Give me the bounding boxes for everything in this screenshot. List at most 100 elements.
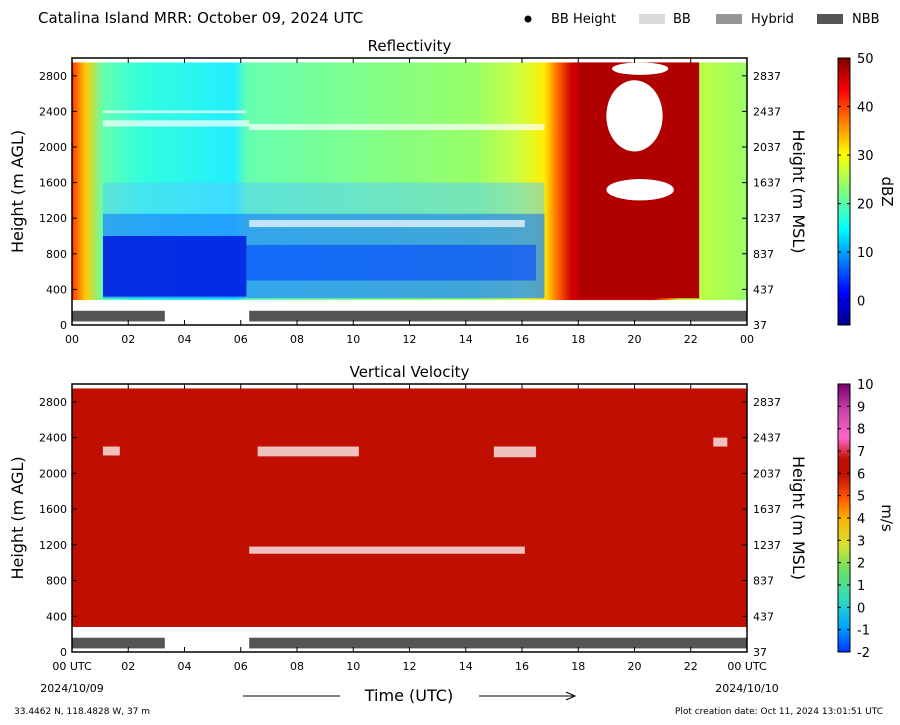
y-tick-label-left: 2400 xyxy=(39,432,67,445)
y-tick-label-left: 2800 xyxy=(39,396,67,409)
y-tick-label-right: 837 xyxy=(753,575,774,588)
missing-data-band xyxy=(257,446,359,457)
x-tick-label: 12 xyxy=(403,660,417,673)
x-tick-label: 22 xyxy=(684,333,698,346)
colorbar-title: dBZ xyxy=(878,176,896,206)
y-tick-label-right: 2437 xyxy=(753,432,781,445)
y-tick-label-right: 37 xyxy=(753,646,767,659)
y-tick-label-left: 2000 xyxy=(39,467,67,480)
vertical-velocity-panel: Vertical Velocity 0 37 400 437 800 837 1200 1237… xyxy=(8,363,896,673)
rain-type-legend: BB Height BB Hybrid NBB xyxy=(524,12,880,27)
legend-label: Hybrid xyxy=(751,12,794,27)
panel-title: Vertical Velocity xyxy=(350,363,470,381)
x-tick-label: 14 xyxy=(459,333,473,346)
x-tick-label: 02 xyxy=(121,333,135,346)
colorbar-tick-label: 6 xyxy=(857,467,865,482)
colorbar-tick-label: 8 xyxy=(857,423,865,438)
station-location: 33.4462 N, 118.4828 W, 37 m xyxy=(14,707,150,717)
colorbar-tick-label: 40 xyxy=(857,101,874,116)
y-tick-label-left: 400 xyxy=(46,283,67,296)
x-tick-label: 08 xyxy=(290,660,304,673)
nbb-rain-type-bar xyxy=(72,310,165,322)
legend-label: BB xyxy=(673,12,691,27)
x-tick-label: 18 xyxy=(571,333,585,346)
y-tick-label-right: 2837 xyxy=(753,70,781,83)
y-tick-label-left: 1600 xyxy=(39,503,67,516)
x-tick-label: 00 UTC xyxy=(52,660,92,673)
nbb-rain-type-bar xyxy=(249,637,747,649)
y-axis-title-right: Height (m MSL) xyxy=(789,456,808,580)
data-field xyxy=(72,388,747,627)
figure-title: Catalina Island MRR: October 09, 2024 UT… xyxy=(38,9,363,27)
legend-swatch xyxy=(716,14,742,24)
low-reflectivity-layer xyxy=(102,182,545,299)
y-tick-label-left: 2800 xyxy=(39,70,67,83)
y-tick-label-left: 1600 xyxy=(39,177,67,190)
colorbar: -2 -1 0 1 2 3 4 5 6 7 8 9 10 m/s xyxy=(837,378,896,661)
x-tick-label: 08 xyxy=(290,333,304,346)
x-tick-label: 10 xyxy=(346,333,360,346)
y-tick-label-right: 2037 xyxy=(753,141,781,154)
x-tick-label: 16 xyxy=(515,333,529,346)
y-tick-label-left: 1200 xyxy=(39,212,67,225)
colorbar-tick-label: 5 xyxy=(857,490,865,505)
legend-label: BB Height xyxy=(551,12,616,27)
y-tick-label-right: 437 xyxy=(753,283,774,296)
y-tick-label-left: 2400 xyxy=(39,105,67,118)
x-tick-label: 06 xyxy=(234,333,248,346)
nbb-rain-type-bar xyxy=(72,637,165,649)
colorbar-tick-label: -2 xyxy=(857,646,870,661)
x-tick-label: 02 xyxy=(121,660,135,673)
legend-item-bb-height: BB Height xyxy=(524,12,616,27)
colorbar-tick-label: 30 xyxy=(857,149,874,164)
colorbar-tick-label: 0 xyxy=(857,295,865,310)
legend-dot-icon xyxy=(524,15,532,23)
y-axis-title-left: Height (m AGL) xyxy=(8,456,27,579)
colorbar-tick-label: 10 xyxy=(857,378,874,393)
nbb-rain-type-bar xyxy=(249,310,747,322)
missing-data-band xyxy=(249,546,525,554)
plot-creation-date: Plot creation date: Oct 11, 2024 13:01:5… xyxy=(675,707,883,717)
y-tick-label-right: 37 xyxy=(753,319,767,332)
colorbar-tick-label: 2 xyxy=(857,557,865,572)
legend-item-hybrid: Hybrid xyxy=(716,12,794,27)
missing-data-band xyxy=(713,437,728,447)
x-tick-label: 00 xyxy=(740,333,754,346)
y-tick-label-right: 837 xyxy=(753,248,774,261)
y-tick-label-right: 1237 xyxy=(753,539,781,552)
legend-swatch xyxy=(639,14,665,24)
legend-item-bb: BB xyxy=(639,12,691,27)
y-tick-label-right: 1637 xyxy=(753,177,781,190)
y-tick-label-left: 800 xyxy=(46,248,67,261)
y-tick-label-right: 437 xyxy=(753,610,774,623)
y-tick-label-left: 1200 xyxy=(39,539,67,552)
legend-swatch xyxy=(817,14,843,24)
x-tick-label: 00 xyxy=(65,333,79,346)
colorbar-tick-label: 20 xyxy=(857,198,874,213)
legend-item-nbb: NBB xyxy=(817,12,880,27)
colorbar-tick-label: 4 xyxy=(857,512,865,527)
missing-data-band xyxy=(102,110,247,114)
y-tick-label-left: 400 xyxy=(46,610,67,623)
y-tick-label-right: 2437 xyxy=(753,105,781,118)
colorbar-tick-label: -1 xyxy=(857,624,870,639)
time-arrow-head xyxy=(565,691,577,701)
x-tick-label: 20 xyxy=(628,333,642,346)
y-axis-title-left: Height (m AGL) xyxy=(8,130,27,253)
colorbar-tick-label: 3 xyxy=(857,534,865,549)
x-tick-label: 04 xyxy=(178,333,192,346)
missing-data-band xyxy=(493,446,537,458)
y-tick-label-right: 1237 xyxy=(753,212,781,225)
y-tick-label-left: 800 xyxy=(46,575,67,588)
y-axis-title-right: Height (m MSL) xyxy=(789,129,808,253)
x-tick-label: 06 xyxy=(234,660,248,673)
missing-data-band xyxy=(102,446,120,456)
colorbar-title: m/s xyxy=(878,504,896,532)
y-tick-label-right: 1637 xyxy=(753,503,781,516)
colorbar-tick-label: 0 xyxy=(857,601,865,616)
x-tick-label: 22 xyxy=(684,660,698,673)
panel-title: Reflectivity xyxy=(368,37,452,55)
x-tick-label: 18 xyxy=(571,660,585,673)
missing-data-band xyxy=(102,120,250,127)
